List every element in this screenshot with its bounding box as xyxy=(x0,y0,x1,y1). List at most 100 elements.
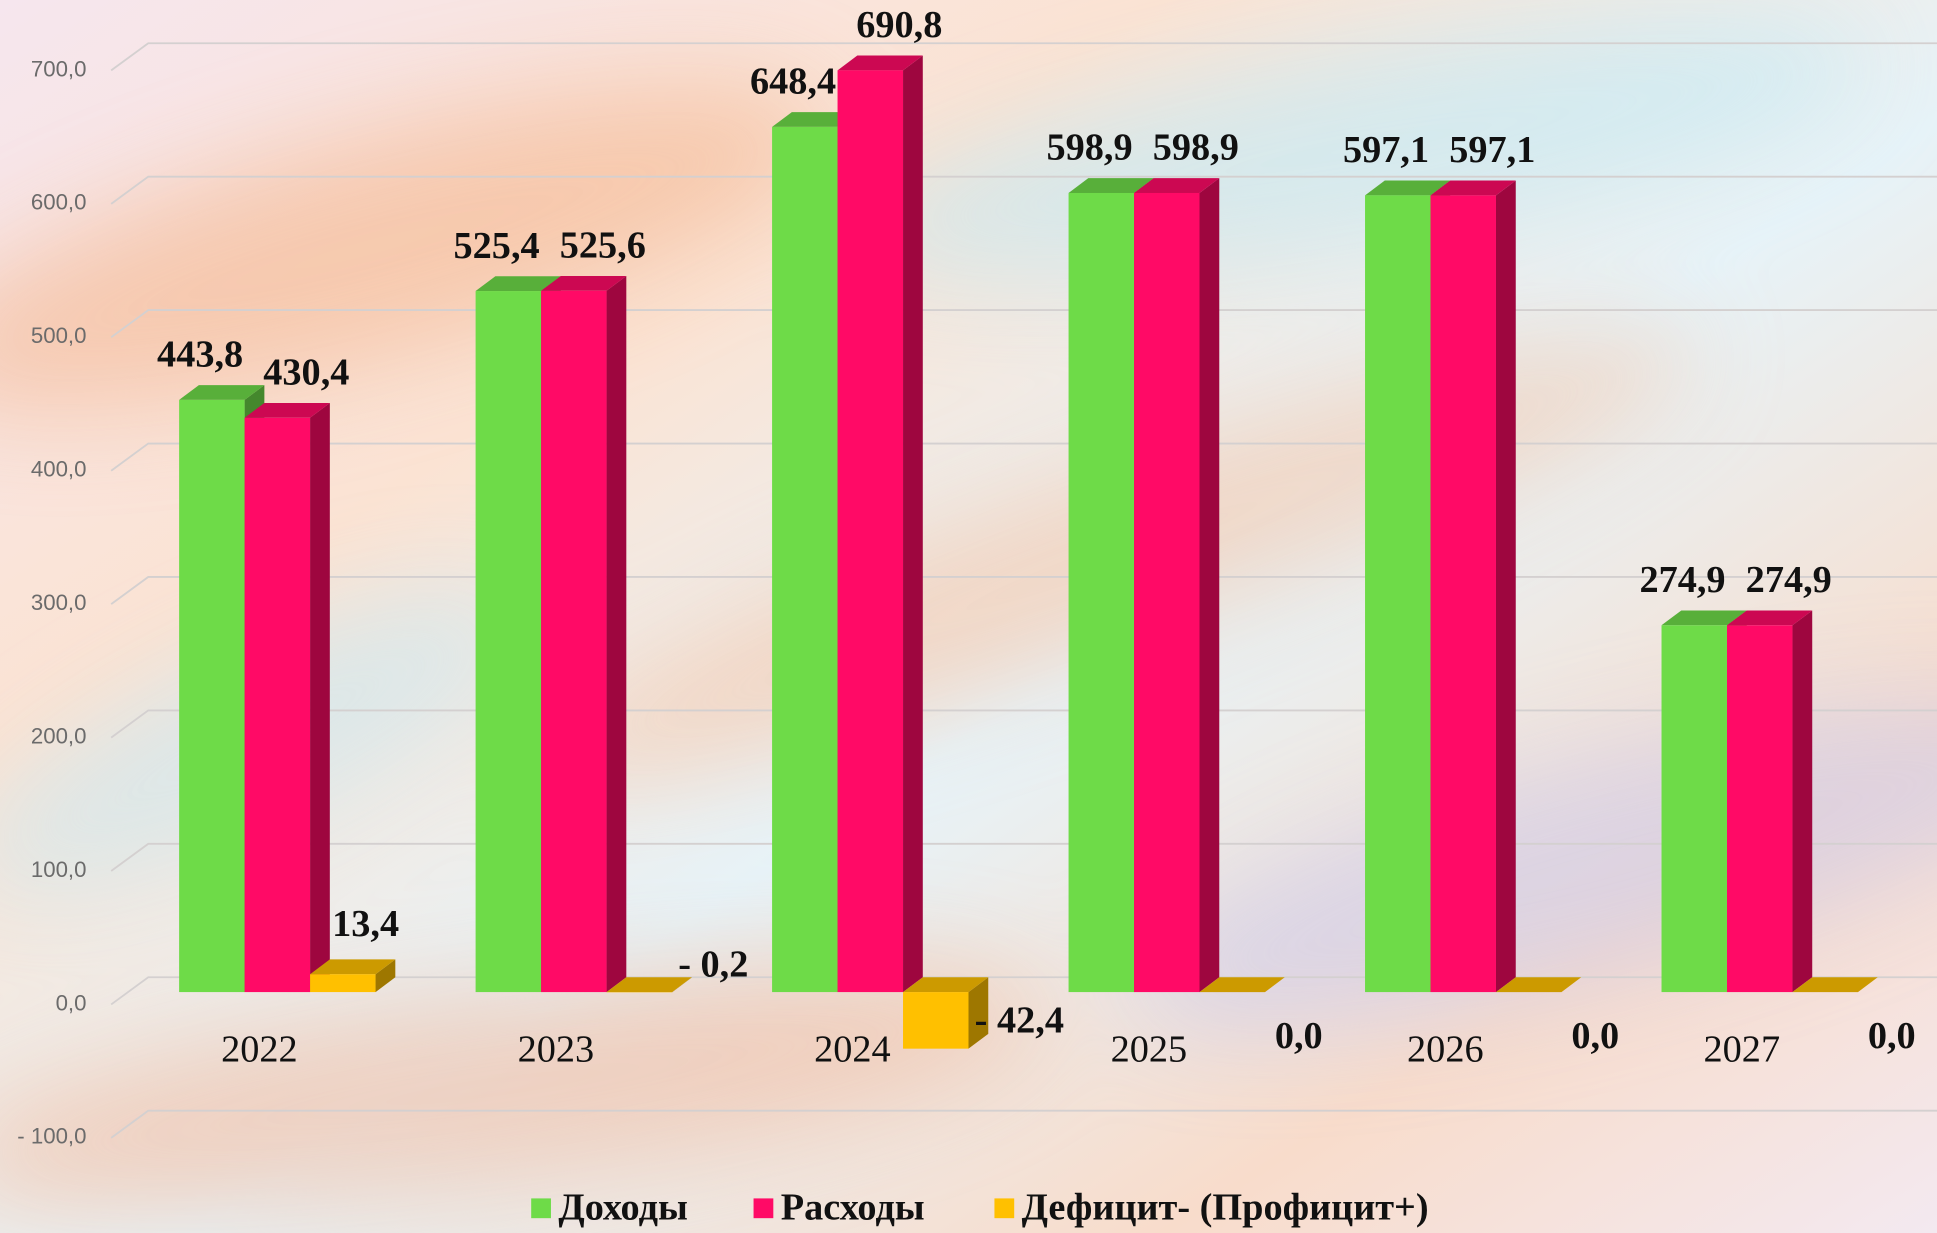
bar-side xyxy=(375,959,396,993)
data-label: 525,4 xyxy=(454,225,540,267)
legend-label: Доходы xyxy=(558,1187,687,1229)
y-tick-label: 400,0 xyxy=(31,457,87,482)
bar-side xyxy=(1792,610,1813,993)
bar-top xyxy=(475,276,561,292)
grid-line xyxy=(110,309,1937,339)
bar xyxy=(1792,977,1878,993)
y-tick-label: 0,0 xyxy=(56,990,87,1015)
legend-swatch xyxy=(531,1198,551,1219)
bar-side xyxy=(606,275,627,993)
y-tick-label: 600,0 xyxy=(31,190,87,215)
bar-side xyxy=(1199,178,1220,993)
bar xyxy=(1495,977,1582,993)
bar-top xyxy=(244,402,330,418)
bar xyxy=(1661,625,1727,993)
bar xyxy=(541,290,607,993)
grid-line xyxy=(110,842,1937,872)
x-tick-label: 2023 xyxy=(518,1028,595,1070)
bar xyxy=(1134,192,1200,993)
grid-line xyxy=(110,1109,1937,1139)
data-label: 597,1 xyxy=(1449,129,1535,171)
data-label: 597,1 xyxy=(1343,129,1429,171)
data-label: 0,0 xyxy=(1571,1015,1619,1057)
bar xyxy=(1661,610,1747,993)
bar-top xyxy=(179,385,265,400)
data-label: - 42,4 xyxy=(975,1000,1064,1042)
data-label: 274,9 xyxy=(1746,559,1832,601)
bar xyxy=(903,977,989,1049)
bar xyxy=(1726,625,1793,993)
bar-side xyxy=(310,402,330,993)
bar-side xyxy=(903,55,923,993)
data-label: 0,0 xyxy=(1275,1015,1323,1057)
bar xyxy=(310,959,396,993)
bar-top xyxy=(1430,180,1516,196)
bar xyxy=(1430,195,1496,993)
legend-swatch xyxy=(753,1198,774,1219)
data-label: 598,9 xyxy=(1153,127,1239,169)
y-tick-label: 200,0 xyxy=(31,723,87,748)
data-label: 13,4 xyxy=(332,903,399,945)
bar xyxy=(1365,195,1431,993)
x-tick-label: 2025 xyxy=(1111,1028,1188,1070)
bar-top xyxy=(837,55,923,71)
bar xyxy=(772,126,838,993)
bar-top xyxy=(772,112,858,127)
bar xyxy=(1430,180,1516,993)
bar xyxy=(541,275,627,993)
bar xyxy=(837,70,904,993)
data-label: 598,9 xyxy=(1046,127,1132,169)
data-label: 690,8 xyxy=(856,4,942,46)
y-tick-label: - 100,0 xyxy=(17,1124,86,1149)
bar xyxy=(475,291,542,993)
y-tick-label: 700,0 xyxy=(31,56,87,81)
data-label: 0,0 xyxy=(1868,1015,1916,1057)
bar xyxy=(1068,192,1135,993)
data-label: 430,4 xyxy=(263,352,349,394)
bar-top xyxy=(903,977,989,993)
data-label: - 0,2 xyxy=(678,943,748,985)
bar-top xyxy=(541,275,627,291)
legend-swatch xyxy=(994,1198,1015,1219)
grid-line xyxy=(110,709,1937,739)
legend-label: Расходы xyxy=(781,1187,925,1229)
grid-line xyxy=(110,576,1937,605)
bar-top xyxy=(1068,178,1154,193)
bar xyxy=(606,977,692,993)
bar xyxy=(310,974,376,993)
bar xyxy=(244,417,311,993)
bar xyxy=(244,402,330,993)
bar-top xyxy=(310,959,396,975)
bar-top xyxy=(1726,610,1813,626)
data-label: 525,6 xyxy=(560,225,646,267)
x-tick-label: 2026 xyxy=(1407,1028,1484,1070)
bar-top xyxy=(1661,610,1747,626)
bar-top xyxy=(606,977,692,993)
x-tick-label: 2022 xyxy=(221,1028,298,1070)
x-tick-label: 2024 xyxy=(814,1028,891,1070)
data-label: 648,4 xyxy=(750,61,836,103)
grid-line xyxy=(110,175,1937,205)
data-label: 443,8 xyxy=(157,334,243,376)
y-tick-label: 300,0 xyxy=(31,590,87,615)
grid-line xyxy=(110,442,1937,472)
bar-top xyxy=(1199,977,1285,993)
grid-line xyxy=(110,976,1937,1006)
bar xyxy=(1726,610,1813,993)
data-label: 274,9 xyxy=(1639,559,1725,601)
bar xyxy=(1134,178,1220,993)
bar-top xyxy=(1134,178,1220,193)
y-tick-label: 500,0 xyxy=(31,323,87,348)
x-tick-label: 2027 xyxy=(1704,1028,1781,1070)
bar xyxy=(1199,977,1285,993)
legend-label: Дефицит- (Профицит+) xyxy=(1022,1187,1429,1229)
bar-side xyxy=(968,977,989,1049)
bar xyxy=(179,399,245,993)
y-tick-label: 100,0 xyxy=(31,857,87,882)
bar-top xyxy=(1792,977,1878,993)
bar-side xyxy=(672,977,692,993)
bar-side xyxy=(1495,180,1516,993)
bar xyxy=(903,992,969,1049)
